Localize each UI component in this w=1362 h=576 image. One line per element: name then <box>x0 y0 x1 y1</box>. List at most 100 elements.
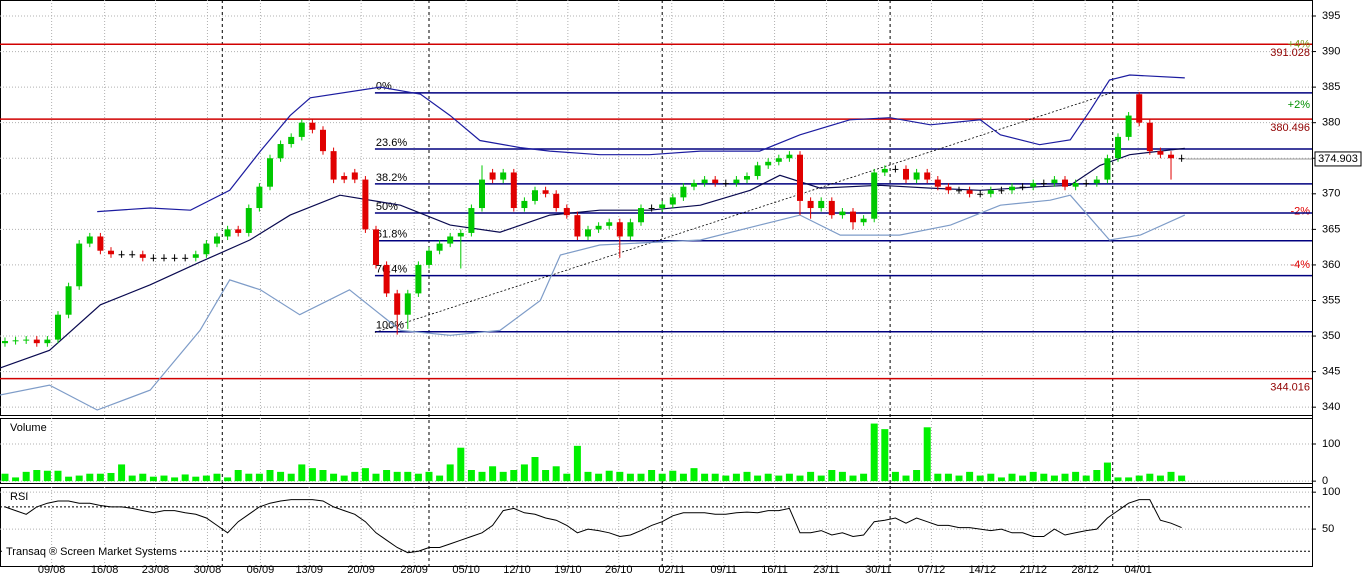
volume-bar <box>913 470 921 482</box>
candle-body <box>680 186 687 198</box>
volume-bar <box>531 457 539 482</box>
volume-bar <box>881 429 889 482</box>
volume-bar <box>340 475 348 482</box>
volume-bar <box>542 470 550 482</box>
candle-body <box>1062 179 1069 187</box>
candle-body <box>510 172 517 209</box>
x-tick-label: 16/08 <box>91 564 119 576</box>
volume-bar <box>605 470 613 482</box>
volume-bar <box>510 470 518 482</box>
x-tick-label: 16/11 <box>761 564 788 576</box>
candle-body <box>521 200 528 209</box>
volume-bar <box>425 471 433 482</box>
volume-bar <box>595 473 603 482</box>
candle-body <box>266 158 273 187</box>
volume-bar <box>849 475 857 482</box>
fib-label: 76.4% <box>376 264 407 276</box>
volume-bar <box>96 473 104 482</box>
volume-bar <box>255 473 263 482</box>
x-tick-label: 14/12 <box>969 564 997 576</box>
volume-bar <box>128 475 136 482</box>
candle-body <box>987 190 994 194</box>
trend-line <box>374 92 1112 333</box>
candle-body <box>934 179 941 187</box>
bollinger-band <box>0 194 1186 411</box>
last-price-label: 374.903 <box>1318 153 1358 165</box>
volume-bar <box>1135 475 1143 482</box>
fib-label: 38.2% <box>376 172 407 184</box>
candle-body <box>871 172 878 219</box>
candle-body <box>616 222 623 237</box>
volume-bar <box>626 473 634 482</box>
candle-body <box>1051 179 1058 184</box>
volume-bar <box>955 475 963 482</box>
candle-body <box>1040 183 1047 185</box>
fib-label: 23.6% <box>376 137 407 149</box>
candle-body <box>712 179 719 184</box>
candle-body <box>638 208 645 223</box>
candle-body <box>404 293 411 315</box>
candle-body <box>1083 183 1090 185</box>
x-tick-label: 23/11 <box>813 564 840 576</box>
volume-bar <box>457 447 465 482</box>
x-tick-label: 21/12 <box>1019 564 1047 576</box>
volume-bar <box>828 470 836 482</box>
candle-body <box>542 190 549 194</box>
candle-body <box>553 193 560 209</box>
x-tick-label: 13/09 <box>295 564 323 576</box>
candle-body <box>319 129 326 152</box>
volume-bar <box>648 470 656 482</box>
percent-label: +4% <box>1288 38 1311 50</box>
volume-bar <box>298 464 306 482</box>
volume-bar <box>1125 477 1133 482</box>
candle-body <box>1009 186 1016 191</box>
x-tick-label: 06/09 <box>247 564 275 576</box>
y-tick-label: 350 <box>1322 330 1340 342</box>
volume-bar <box>690 468 698 482</box>
candle-body <box>23 339 30 341</box>
x-tick-label: 07/12 <box>918 564 946 576</box>
volume-bar <box>404 471 412 482</box>
level-label: 344.016 <box>1270 382 1310 394</box>
candle-body <box>425 250 432 265</box>
candle-body <box>139 254 146 258</box>
volume-bar <box>107 472 115 482</box>
volume-bar <box>277 471 285 482</box>
candle-body <box>850 211 857 223</box>
candle-body <box>956 190 963 192</box>
candle-body <box>1136 94 1143 123</box>
x-tick-label: 04/01 <box>1124 564 1152 576</box>
candle-body <box>76 243 83 287</box>
volume-bar <box>923 427 931 482</box>
candle-body <box>235 229 242 233</box>
volume-bar <box>520 464 528 482</box>
candle-body <box>1168 154 1175 159</box>
candle-body <box>1104 158 1111 180</box>
volume-bar <box>361 468 369 482</box>
pane-title: RSI <box>10 491 28 503</box>
volume-bar <box>1156 475 1164 482</box>
candle-body <box>892 168 899 170</box>
volume-bar <box>902 475 910 482</box>
volume-bar <box>860 473 868 482</box>
volume-bar <box>1061 473 1069 482</box>
volume-bar <box>807 471 815 482</box>
candle-body <box>606 222 613 226</box>
candle-body <box>733 179 740 184</box>
candle-body <box>415 264 422 294</box>
volume-bar <box>33 470 41 482</box>
volume-bar <box>43 470 51 482</box>
candle-body <box>1019 186 1026 188</box>
candle-body <box>807 200 814 209</box>
volume-bar <box>870 423 878 482</box>
candle-body <box>1030 183 1037 187</box>
volume-bar <box>54 470 62 482</box>
candle-body <box>150 257 157 259</box>
volume-bar <box>224 477 232 482</box>
candle-body <box>797 154 804 201</box>
volume-bar <box>722 475 730 482</box>
candle-body <box>192 254 199 258</box>
candle-body <box>1 341 8 344</box>
volume-bar <box>1029 471 1037 482</box>
